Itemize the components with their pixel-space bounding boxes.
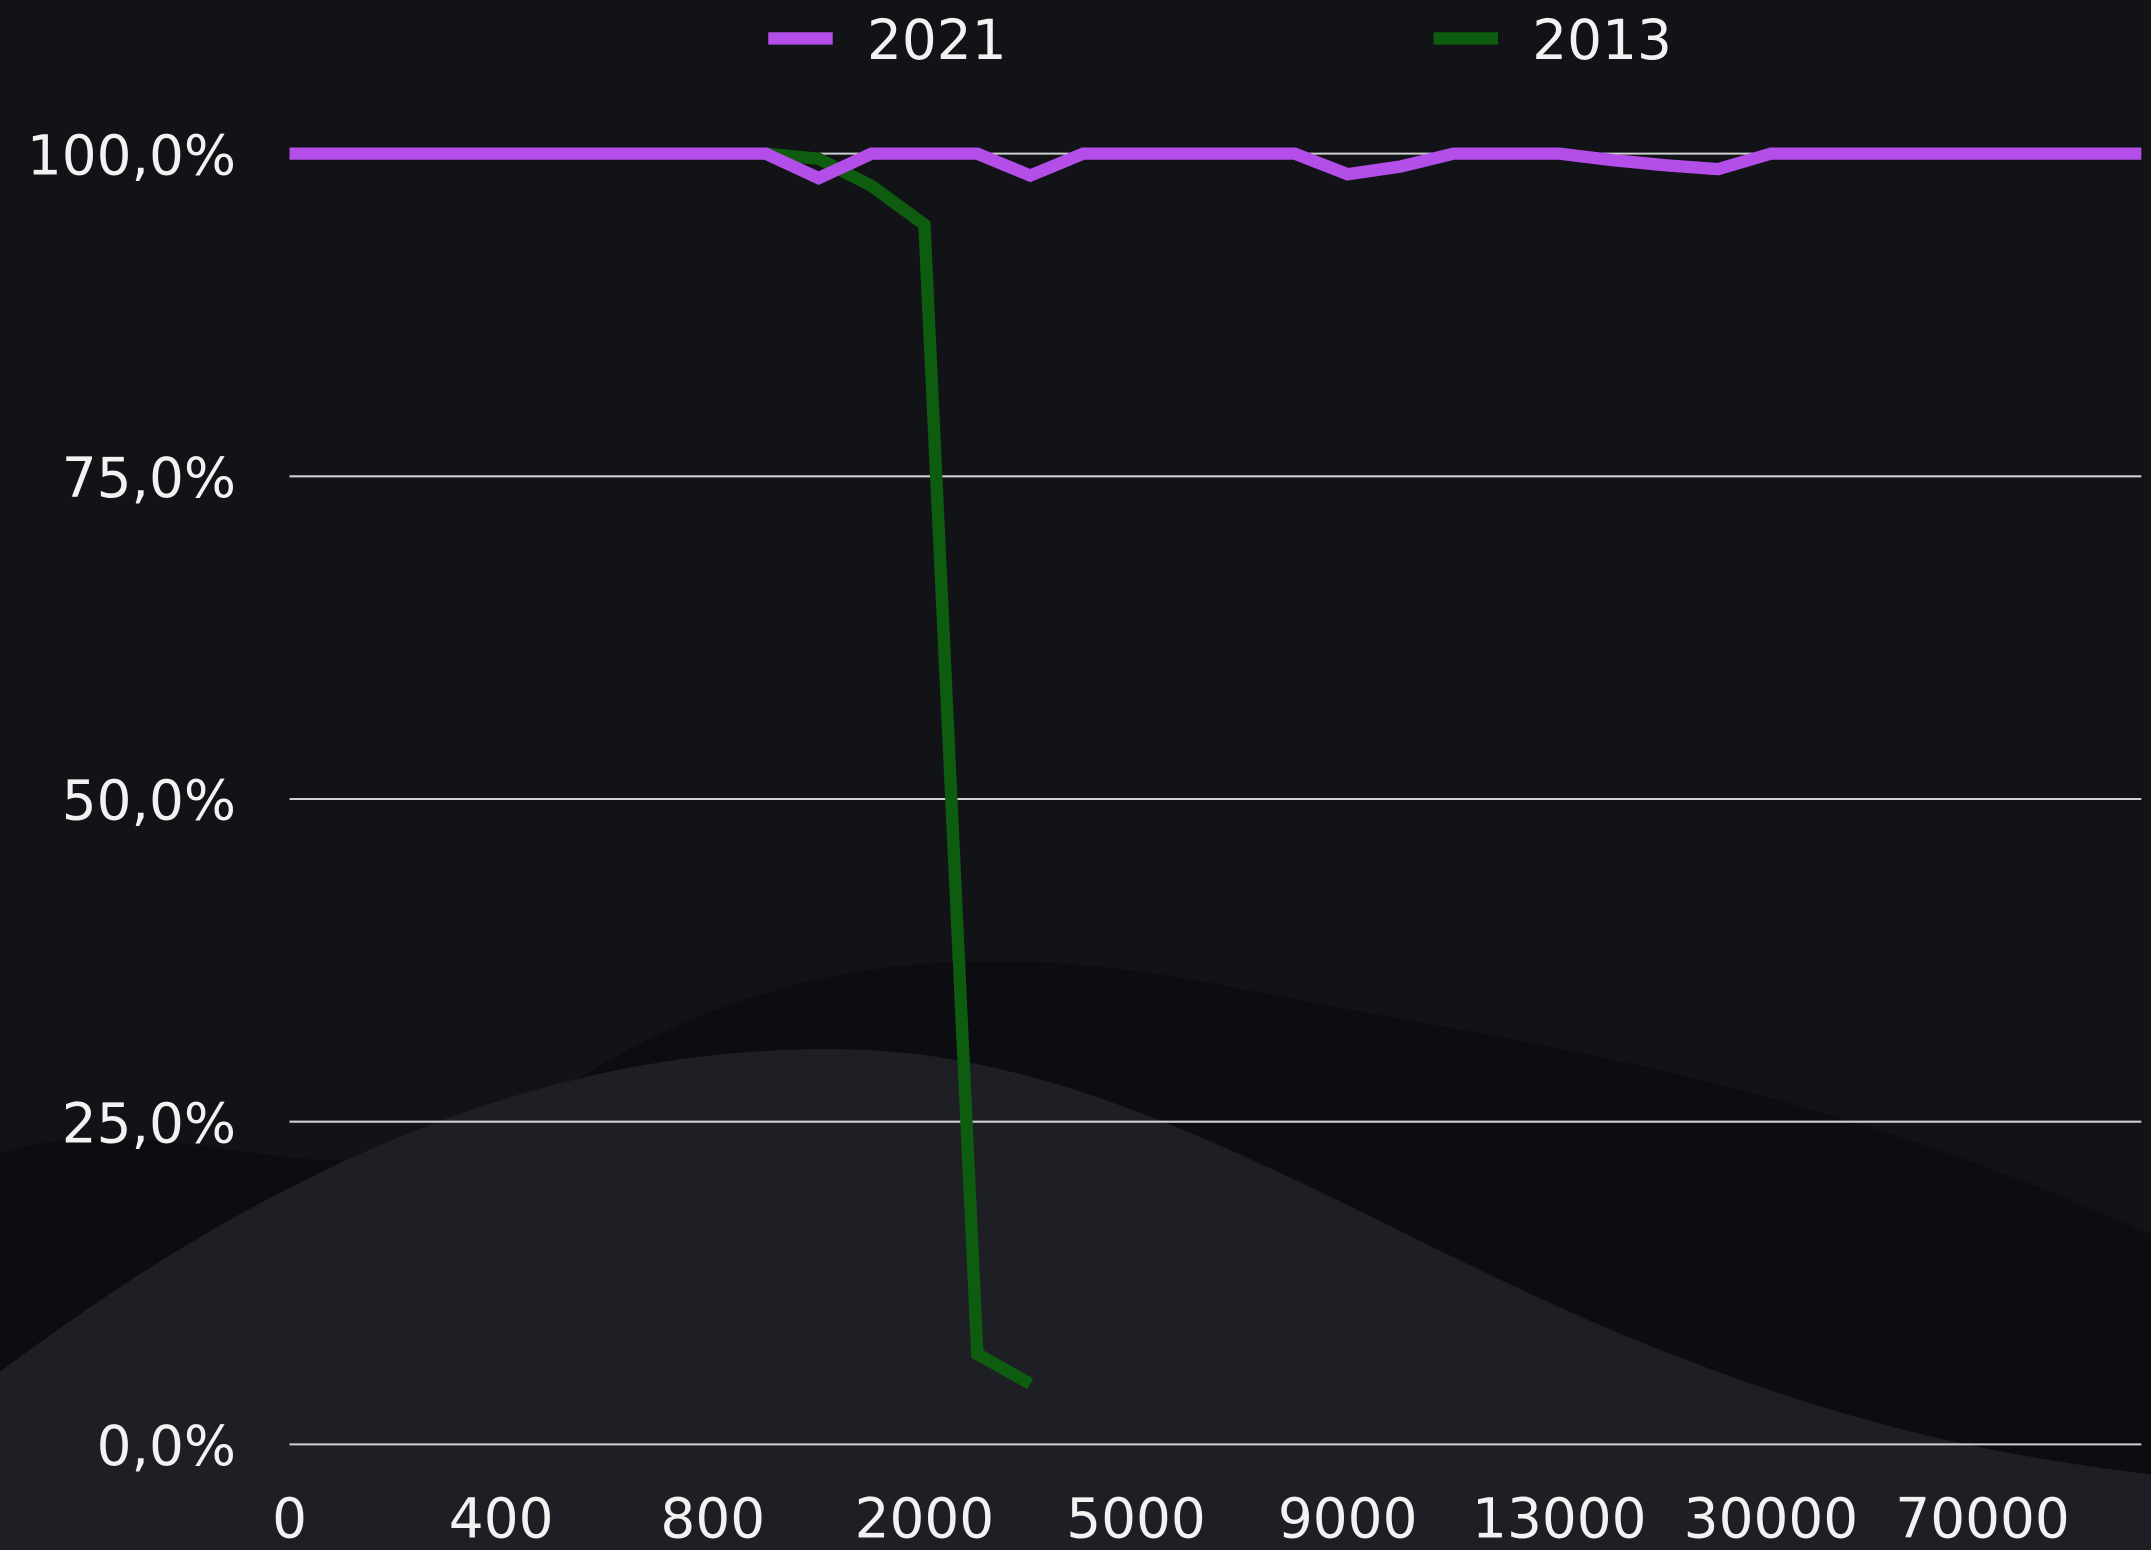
x-tick-label: 9000 (1278, 1487, 1418, 1550)
y-tick-label: 50,0% (62, 769, 236, 833)
y-tick-label: 100,0% (27, 123, 236, 187)
x-tick-label: 5000 (1066, 1487, 1206, 1550)
y-tick-label: 0,0% (97, 1414, 236, 1478)
x-tick-label: 800 (660, 1487, 765, 1550)
series-line (289, 147, 2142, 185)
x-tick-label: 70000 (1895, 1487, 2070, 1550)
y-tick-label: 25,0% (62, 1091, 236, 1155)
x-tick-label: 13000 (1472, 1487, 1647, 1550)
x-tick-label: 2000 (855, 1487, 995, 1550)
legend-label: 2021 (867, 8, 1007, 72)
x-tick-label: 400 (449, 1487, 554, 1550)
x-tick-label: 30000 (1684, 1487, 1859, 1550)
y-tick-label: 75,0% (62, 446, 236, 510)
background-wave (0, 1049, 2151, 1550)
x-tick-label: 0 (272, 1487, 307, 1550)
series-line (765, 147, 1034, 1390)
legend-label: 2013 (1532, 8, 1672, 72)
